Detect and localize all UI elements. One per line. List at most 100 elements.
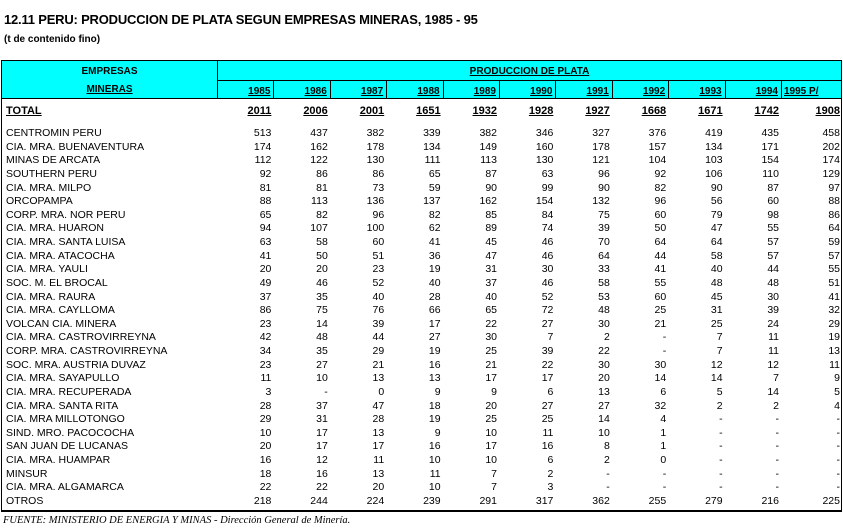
- production-value: 63: [541, 167, 554, 180]
- production-value: 244: [310, 495, 328, 507]
- production-value: 82: [654, 181, 667, 194]
- production-value: 9: [834, 372, 840, 385]
- header-year: 1986: [274, 81, 331, 98]
- production-value: 17: [316, 440, 328, 453]
- production-value: 132: [592, 195, 610, 208]
- production-value: 58: [316, 236, 328, 249]
- production-value: 13: [428, 372, 441, 385]
- production-value: 49: [259, 276, 272, 289]
- production-value: 39: [767, 304, 779, 317]
- production-value: 111: [424, 154, 441, 167]
- production-value: 64: [598, 249, 610, 262]
- production-value: 121: [592, 154, 610, 167]
- production-value: 81: [259, 181, 272, 194]
- production-value: 46: [541, 236, 554, 249]
- production-value: 30: [485, 331, 497, 344]
- production-value: 84: [541, 208, 554, 221]
- table-row: SAN JUAN DE LUCANAS 20 17 17 16 17 16 8 1 - - -: [2, 439, 841, 453]
- production-value: 57: [767, 236, 779, 249]
- table-row: CENTROMIN PERU 513 437 382 339 382 346 327 376 41…: [2, 126, 841, 140]
- production-value: 85: [485, 208, 497, 221]
- production-value: 41: [428, 236, 441, 249]
- production-value: 75: [598, 208, 610, 221]
- production-value: 12: [767, 358, 779, 371]
- production-value: 14: [316, 317, 328, 330]
- production-value: 5: [716, 385, 723, 398]
- production-value: 60: [654, 290, 667, 303]
- production-value: 52: [541, 290, 554, 303]
- production-value: 16: [428, 358, 441, 371]
- production-value: 7: [716, 345, 723, 358]
- production-value: 16: [428, 440, 441, 453]
- production-value: 382: [479, 127, 497, 139]
- production-value: 46: [316, 276, 328, 289]
- production-value: 60: [767, 195, 779, 208]
- header-year: 1987: [331, 81, 388, 98]
- production-value: -: [836, 440, 841, 453]
- production-value: 88: [259, 195, 272, 208]
- production-value: 90: [710, 181, 723, 194]
- production-value: 10: [316, 372, 328, 385]
- production-value: 2006: [303, 105, 328, 117]
- production-value: 41: [654, 263, 667, 276]
- production-value: 113: [480, 154, 497, 167]
- production-value: 66: [428, 304, 441, 317]
- production-value: 72: [541, 304, 554, 317]
- production-value: 6: [547, 454, 554, 467]
- production-value: 25: [541, 413, 554, 426]
- production-value: 2: [716, 399, 723, 412]
- production-value: 62: [428, 222, 441, 235]
- production-value: 157: [648, 140, 667, 153]
- production-value: 92: [259, 167, 272, 180]
- production-value: 20: [259, 263, 272, 276]
- company-name: CIA. MRA. RECUPERADA: [6, 385, 132, 398]
- production-value: 13: [372, 372, 385, 385]
- production-value: 34: [259, 345, 272, 358]
- production-value: 137: [423, 195, 441, 208]
- production-value: 13: [372, 426, 385, 439]
- production-value: 5: [834, 385, 840, 398]
- production-value: 11: [829, 358, 840, 371]
- production-value: 9: [434, 385, 441, 398]
- production-value: 57: [767, 249, 779, 262]
- production-value: 98: [767, 208, 779, 221]
- production-value: 10: [485, 454, 497, 467]
- company-name: ORCOPAMPA: [6, 195, 73, 208]
- production-value: 279: [705, 495, 723, 507]
- production-value: 16: [259, 454, 272, 467]
- production-value: 41: [828, 290, 840, 303]
- production-value: 0: [660, 454, 667, 467]
- production-value: 37: [485, 276, 497, 289]
- production-value: -: [662, 345, 667, 358]
- production-value: 317: [535, 495, 554, 507]
- company-name: CIA. MRA. HUAMPAR: [6, 454, 111, 467]
- table-row: CIA. MRA. ALGAMARCA 22 22 20 10 7 3 - - - - -: [2, 480, 841, 494]
- production-value: 48: [710, 276, 723, 289]
- production-value: 89: [485, 222, 497, 235]
- table-row: CIA. MRA. MILPO 81 81 73 59 90 99 90 82 90 87 97: [2, 181, 841, 195]
- production-value: 435: [761, 127, 779, 139]
- table-row: CIA. MRA. SANTA RITA 28 37 47 18 20 27 27 32 2 2 4: [2, 399, 841, 413]
- production-value: 21: [372, 358, 385, 371]
- production-value: 25: [485, 345, 497, 358]
- production-value: 52: [372, 276, 385, 289]
- production-value: -: [836, 467, 841, 480]
- production-value: 74: [541, 222, 554, 235]
- header-mineras: MINERAS: [86, 84, 133, 95]
- production-value: 2: [773, 399, 779, 412]
- production-value: -: [662, 331, 667, 344]
- production-value: 1928: [528, 105, 554, 117]
- header-year: 1985: [218, 81, 275, 98]
- table-row: CIA. MRA. ATACOCHA 41 50 51 36 47 46 64 44 58 57 57: [2, 249, 841, 263]
- production-value: 162: [310, 140, 328, 153]
- production-value: 7: [547, 331, 554, 344]
- header-produccion: PRODUCCION DE PLATA: [218, 61, 841, 81]
- production-value: 22: [598, 345, 610, 358]
- production-value: -: [719, 467, 723, 480]
- production-value: 60: [654, 208, 667, 221]
- production-value: 10: [598, 426, 610, 439]
- production-value: 29: [828, 317, 840, 330]
- production-value: 55: [828, 263, 840, 276]
- production-value: 106: [705, 167, 723, 180]
- production-value: 20: [316, 263, 328, 276]
